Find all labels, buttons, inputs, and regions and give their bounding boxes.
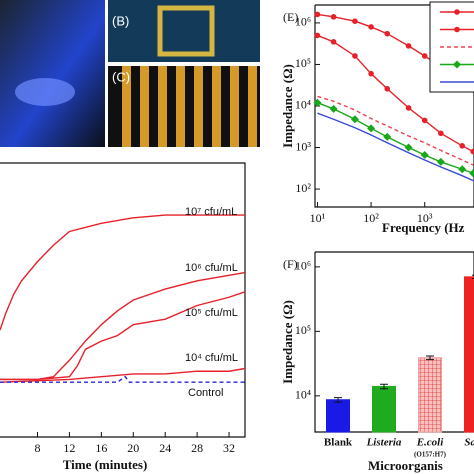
photo-label: (C) (112, 69, 130, 84)
line-label: 10⁶ cfu/mL (185, 262, 238, 274)
y-tick-label: 10⁶ (295, 15, 311, 29)
marker (405, 43, 412, 49)
x-axis-label: Microorganis (368, 458, 443, 473)
line-label: 10⁴ cfu/mL (185, 352, 238, 364)
marker (367, 124, 376, 133)
series-line (0, 214, 245, 331)
axis-frame (314, 4, 474, 208)
bar (464, 276, 474, 433)
x-tick-label: 32 (223, 441, 235, 455)
marker (384, 30, 391, 37)
marker (420, 151, 429, 160)
x-tick-label: 20 (127, 441, 139, 455)
photo-glow (15, 78, 75, 106)
bar (326, 399, 350, 433)
x-tick-label: 8 (35, 441, 41, 455)
y-tick-label: 10⁵ (295, 56, 311, 70)
marker (384, 85, 391, 92)
y-tick-label: 10² (295, 181, 311, 195)
x-tick-label: Listeria (366, 437, 402, 449)
marker (352, 18, 358, 24)
bar (372, 385, 396, 433)
photo-b-electrode (157, 5, 215, 57)
panel-label: (E) (283, 10, 298, 24)
photo-c-stripes (122, 66, 257, 147)
axis-frame (0, 162, 246, 438)
x-tick-label: Blank (324, 437, 353, 449)
series-line (317, 102, 474, 174)
error-bar (426, 355, 434, 361)
legend-marker (454, 26, 460, 33)
marker (314, 32, 321, 39)
x-tick-label: 24 (159, 441, 171, 455)
marker (350, 115, 359, 124)
bar (418, 357, 442, 433)
legend-marker (454, 9, 460, 15)
series-line (0, 271, 246, 381)
marker (329, 104, 338, 113)
marker (352, 53, 358, 59)
marker (421, 117, 428, 124)
error-bar (334, 397, 342, 403)
series-line (0, 367, 246, 383)
y-axis-label: Impedance (Ω) (280, 64, 295, 148)
marker (405, 105, 412, 111)
y-tick-label: 10⁴ (295, 388, 311, 402)
marker (438, 130, 444, 137)
series-line (317, 34, 474, 153)
error-bar (380, 383, 388, 390)
y-tick-label: 10⁴ (295, 98, 311, 112)
photo-label: (B) (112, 13, 129, 28)
series-line (317, 112, 474, 182)
marker (459, 143, 465, 149)
x-tick-label: 10³ (417, 211, 433, 225)
series-line (317, 95, 474, 166)
legend-box (429, 1, 474, 93)
x-tick-label: 12 (63, 441, 75, 455)
x-tick-label: 16 (95, 441, 107, 455)
x-axis-label: Frequency (Hz (382, 220, 465, 235)
error-bar (472, 274, 474, 279)
y-tick-label: 10³ (295, 139, 311, 153)
series-line (0, 291, 246, 381)
marker (368, 70, 374, 77)
marker (436, 157, 445, 166)
photo-setup (0, 0, 105, 147)
marker (469, 169, 474, 178)
x-tick-label: 10² (363, 211, 379, 225)
x-tick-label: 28 (191, 441, 203, 455)
marker (470, 148, 474, 155)
marker (313, 98, 322, 107)
marker (368, 24, 374, 30)
line-label: Control (188, 387, 223, 399)
x-tick-label: 10¹ (310, 211, 326, 225)
marker (458, 165, 467, 174)
marker (330, 14, 337, 20)
x-tick-note: (O157:H7) (414, 451, 447, 459)
line-label: 10⁷ cfu/mL (185, 206, 237, 218)
y-tick-label: 10⁵ (295, 323, 311, 337)
line-label: 10⁵ cfu/mL (185, 307, 238, 319)
marker (404, 143, 413, 152)
x-tick-label: E.coli (416, 437, 445, 449)
axis-frame (314, 251, 474, 433)
marker (421, 53, 428, 59)
legend-marker (453, 60, 461, 69)
panel-label: (F) (283, 257, 298, 271)
marker (314, 11, 321, 18)
y-tick-label: 10⁶ (295, 259, 311, 273)
series-line (0, 375, 245, 383)
x-tick-label: Salm (464, 437, 474, 449)
x-axis-label: Time (minutes) (63, 457, 148, 472)
marker (383, 132, 392, 141)
marker (330, 39, 337, 45)
y-axis-label: Impedance (Ω) (280, 300, 295, 384)
